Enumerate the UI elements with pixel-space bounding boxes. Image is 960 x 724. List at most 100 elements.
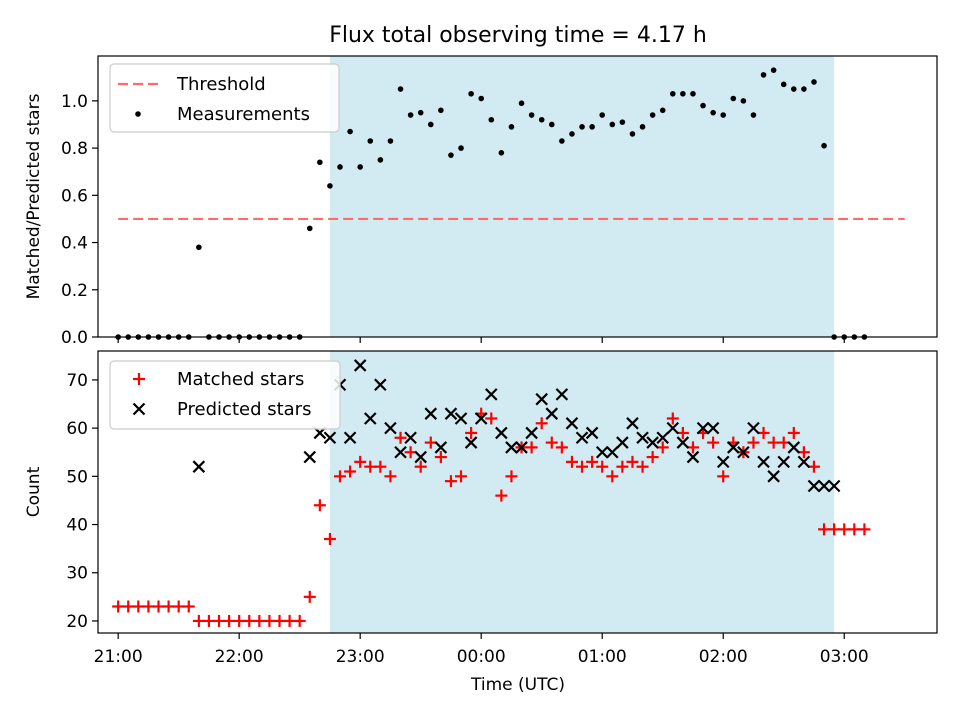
y-tick-label: 50	[66, 467, 88, 487]
matched-star-point	[545, 436, 558, 449]
x-marker-b	[525, 426, 538, 440]
matched-star-point	[293, 614, 306, 627]
measurement-point	[407, 112, 414, 118]
x-marker-b	[495, 426, 508, 440]
matched-star-point	[596, 460, 609, 473]
matched-star-point	[263, 614, 276, 627]
measurement-point	[397, 86, 404, 92]
legend-box	[109, 360, 341, 430]
predicted-star-point	[817, 479, 831, 493]
matched-star-point	[565, 455, 578, 468]
star-count-panel: 20 30 40 50 60 70 21:00 22:00 23:00 00:00 01:00 02…	[24, 350, 938, 695]
measurement-point	[730, 95, 737, 102]
predicted-star-point	[303, 450, 317, 464]
measurement-point	[801, 86, 807, 92]
predicted-star-point	[565, 417, 579, 430]
legend-matched-marker	[133, 373, 145, 385]
measurement-point	[599, 112, 606, 118]
measurement-point	[659, 107, 666, 114]
matched-star-point	[465, 426, 478, 439]
measurement-point	[811, 79, 817, 85]
measurement-point	[629, 131, 636, 137]
measurement-point	[538, 116, 545, 123]
measurement-point	[337, 164, 343, 170]
measurement-point	[327, 183, 333, 189]
x-tick-label: 22:00	[215, 647, 264, 667]
matched-star-point	[384, 470, 397, 483]
predicted-star-point	[414, 450, 427, 464]
matched-star-point	[334, 470, 347, 483]
measurement-point	[609, 121, 616, 128]
measurement-point	[438, 107, 444, 114]
matched-star-point	[394, 431, 407, 444]
y-tick-label: 0.8	[61, 139, 88, 159]
x-marker-b	[646, 436, 659, 449]
matched-star-point	[122, 600, 135, 613]
legend-label-predicted: Predicted stars	[177, 399, 311, 420]
x-marker-b	[747, 421, 760, 435]
x-marker-b	[787, 441, 801, 454]
flux-ratio-panel: 0.0 0.2 0.4 0.6 0.8 1.0 Matched/Predicted sta…	[24, 55, 938, 348]
predicted-star-point	[595, 445, 609, 459]
measurement-point	[780, 81, 787, 88]
x-marker-b	[505, 441, 518, 454]
x-marker-b	[767, 470, 780, 483]
measurement-point	[367, 138, 374, 144]
x-marker-b	[706, 421, 720, 435]
x-marker-b	[666, 421, 680, 435]
measurement-points	[115, 67, 868, 340]
x-marker-b	[464, 436, 478, 449]
legend-plus	[133, 373, 145, 385]
predicted-star-point	[666, 421, 680, 435]
predicted-star-point	[384, 421, 397, 435]
predicted-star-point	[807, 479, 821, 493]
x-marker-b	[474, 412, 488, 425]
predicted-star-point	[606, 445, 619, 459]
y-axis-label: Matched/Predicted stars	[24, 93, 44, 299]
x-marker-b	[595, 445, 609, 459]
plot-frame	[97, 55, 938, 338]
x-marker-b	[515, 441, 528, 454]
matched-star-point	[848, 523, 861, 536]
measurement-point	[528, 112, 535, 118]
x-marker-b	[676, 436, 690, 449]
predicted-star-points	[192, 359, 841, 493]
measurement-point	[317, 159, 323, 166]
x-tick-label: 01:00	[578, 647, 627, 667]
matched-star-point	[616, 460, 629, 473]
predicted-star-point	[363, 412, 377, 425]
x-marker-b	[132, 402, 146, 416]
predicted-star-point	[555, 388, 569, 401]
predicted-star-point	[404, 431, 417, 445]
legend-x	[132, 402, 146, 416]
x-marker-b	[192, 460, 206, 473]
matched-star-point	[525, 441, 538, 454]
measurement-point	[690, 90, 696, 97]
legend-label-measurements: Measurements	[177, 104, 310, 125]
measurement-point	[770, 67, 777, 73]
matched-star-point	[666, 412, 679, 425]
x-marker-b	[626, 417, 639, 430]
x-marker-b	[716, 455, 730, 469]
measurement-point	[639, 124, 646, 130]
predicted-star-point	[727, 441, 740, 454]
measurement-point	[579, 124, 585, 130]
predicted-star-point	[686, 450, 700, 464]
predicted-star-point	[394, 445, 407, 459]
matched-star-point	[374, 460, 387, 473]
matched-star-point	[202, 614, 215, 627]
x-marker-b	[727, 441, 740, 454]
x-marker-b	[363, 412, 377, 425]
matched-star-point	[364, 460, 377, 473]
x-marker-b	[686, 450, 700, 464]
x-tick-label: 00:00	[457, 647, 506, 667]
predicted-star-point	[192, 460, 206, 473]
measurement-point	[357, 164, 363, 170]
observing-span	[329, 56, 835, 337]
x-marker-b	[565, 417, 579, 430]
legend-label-threshold: Threshold	[176, 74, 266, 95]
measurement-point	[740, 98, 747, 104]
matched-star-point	[142, 600, 155, 613]
measurement-point	[448, 152, 454, 158]
